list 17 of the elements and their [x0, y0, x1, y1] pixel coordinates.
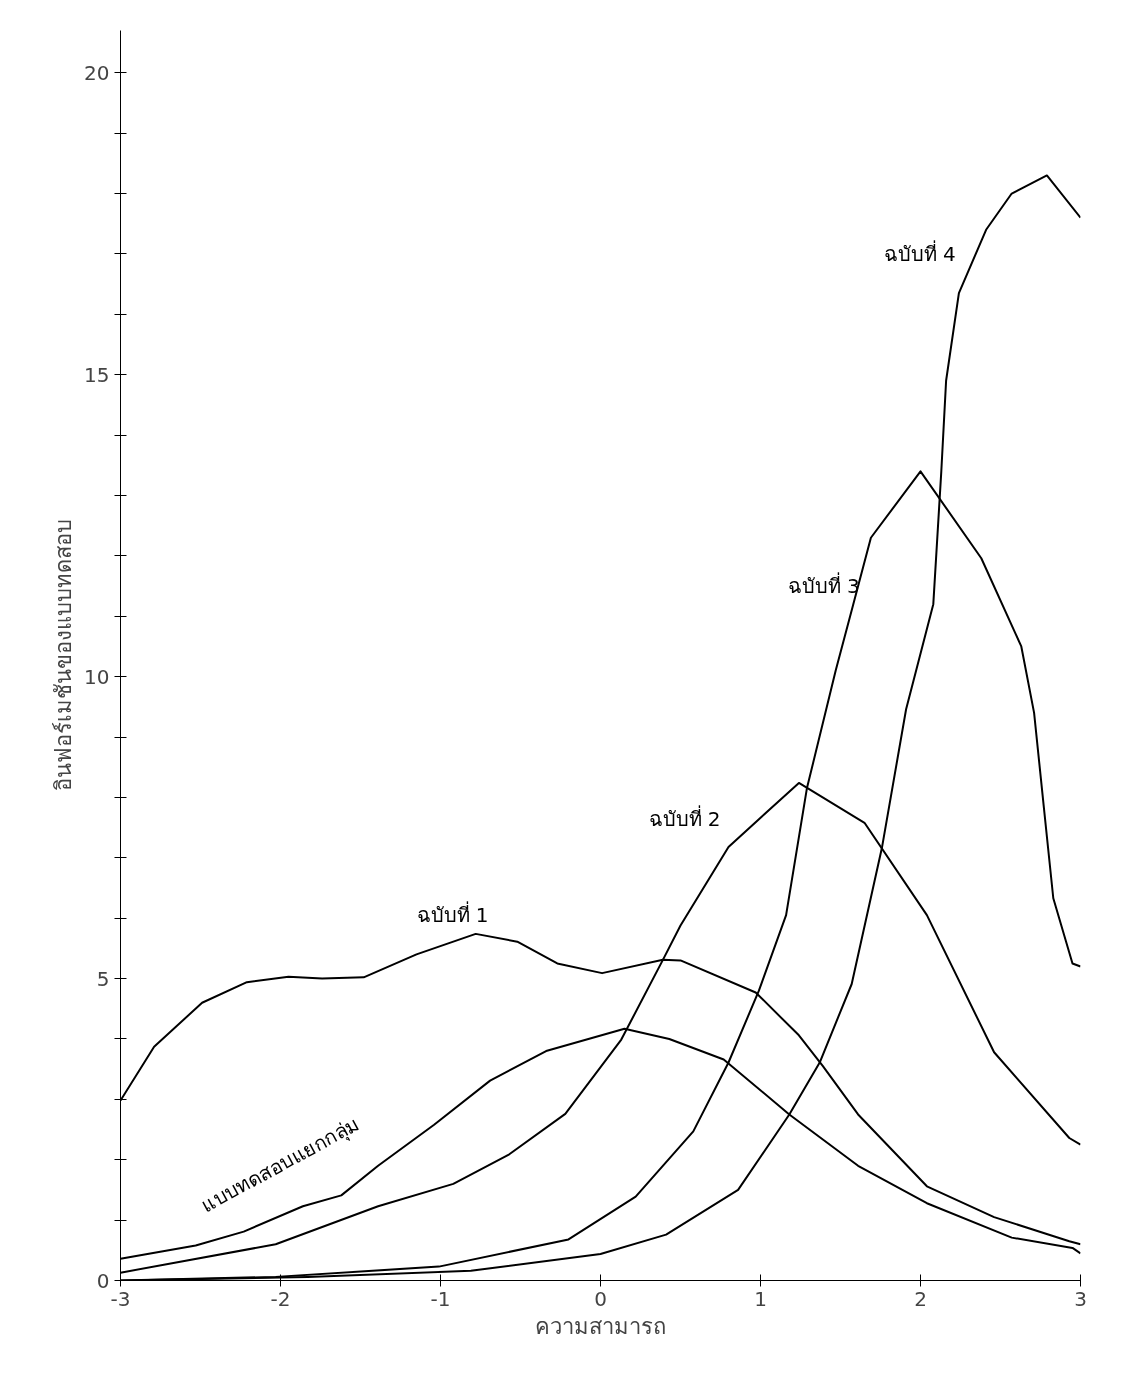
x-tick-label: -1 — [430, 1286, 451, 1311]
x-tick-label: 3 — [1074, 1286, 1087, 1311]
x-tick-label: -2 — [270, 1286, 291, 1311]
series-label: ฉบับที่ 2 — [648, 804, 721, 831]
x-tick-label: 0 — [594, 1286, 607, 1311]
y-axis-title: อินฟอร์เมชันของแบบทดสอบ — [51, 519, 77, 792]
x-axis-title: ความสามารถ — [535, 1313, 666, 1339]
y-tick-label: 10 — [84, 664, 110, 689]
x-tick-label: 2 — [914, 1286, 927, 1311]
y-tick-label: 20 — [84, 60, 110, 85]
x-tick-label: -3 — [110, 1286, 131, 1311]
series-label: ฉบับที่ 4 — [883, 240, 956, 267]
series-label: ฉบับที่ 1 — [416, 901, 489, 928]
y-tick-label: 15 — [84, 362, 110, 387]
x-tick-label: 1 — [754, 1286, 767, 1311]
y-tick-label: 5 — [96, 966, 110, 991]
y-tick-label: 0 — [96, 1268, 110, 1293]
